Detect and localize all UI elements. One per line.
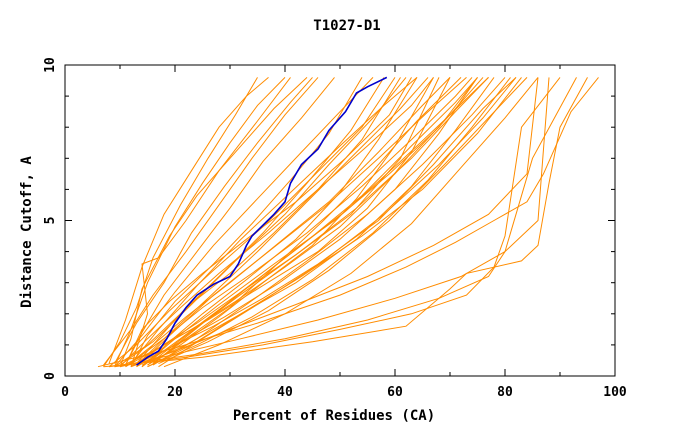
- series-line-20: [114, 77, 385, 368]
- series-line-36: [97, 77, 599, 368]
- x-tick-label: 100: [603, 385, 627, 400]
- series-line-32: [119, 77, 550, 368]
- series-line-13: [136, 77, 478, 368]
- series-line-24: [114, 77, 374, 368]
- series-line-14: [141, 77, 495, 366]
- series-line-34: [108, 77, 577, 368]
- y-tick-label: 0: [43, 372, 58, 380]
- series-line-37: [103, 77, 319, 366]
- series-line-16: [158, 77, 528, 365]
- series-line-2: [108, 77, 269, 364]
- series-line-41: [119, 77, 434, 368]
- x-tick-label: 60: [387, 385, 403, 400]
- series-line-39: [130, 77, 291, 367]
- series-line-40: [125, 77, 412, 366]
- series-line-38: [114, 77, 313, 364]
- series-line-1: [114, 77, 286, 367]
- series-line-19: [130, 77, 517, 368]
- series-line-46: [152, 77, 478, 364]
- series-line-42: [136, 77, 473, 366]
- series-line-31: [130, 77, 539, 368]
- x-tick-label: 20: [167, 385, 183, 400]
- series-line-44: [147, 77, 489, 366]
- series-line-28: [152, 77, 506, 366]
- series-line-30: [147, 77, 522, 368]
- series-line-33: [114, 77, 561, 368]
- x-tick-label: 40: [277, 385, 293, 400]
- series-line-17: [163, 77, 539, 368]
- series-line-29: [125, 77, 451, 368]
- y-tick-label: 10: [43, 57, 58, 73]
- series-line-7: [136, 77, 401, 364]
- x-tick-label: 80: [497, 385, 513, 400]
- chart-title: T1027-D1: [313, 18, 380, 34]
- y-axis-label: Distance Cutoff, A: [19, 156, 35, 308]
- series-line-21: [119, 77, 407, 366]
- x-axis-label: Percent of Residues (CA): [233, 408, 435, 424]
- series-line-35: [103, 77, 588, 368]
- highlight-series-line: [136, 76, 388, 366]
- series-layer: [97, 76, 599, 368]
- x-tick-label: 0: [61, 385, 69, 400]
- series-line-23: [108, 77, 396, 368]
- series-line-15: [147, 77, 511, 368]
- series-line-22: [125, 77, 429, 368]
- series-line-9: [147, 77, 434, 366]
- series-line-6: [103, 77, 258, 367]
- ticks-layer: 0 20 40 60 80 100 0 5 10: [43, 57, 627, 400]
- y-tick-label: 5: [43, 217, 58, 225]
- series-line-45: [158, 77, 517, 368]
- series-line-43: [141, 77, 478, 368]
